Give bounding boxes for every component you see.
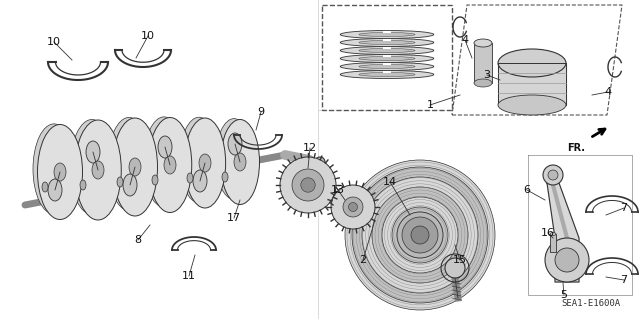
Text: 15: 15: [453, 255, 467, 265]
Ellipse shape: [359, 64, 415, 69]
Ellipse shape: [164, 156, 176, 174]
Ellipse shape: [359, 33, 415, 36]
Ellipse shape: [86, 141, 100, 163]
Ellipse shape: [80, 180, 86, 190]
Ellipse shape: [340, 63, 434, 70]
Text: 5: 5: [561, 290, 568, 300]
Text: 12: 12: [303, 143, 317, 153]
Ellipse shape: [184, 118, 226, 208]
Circle shape: [345, 160, 495, 310]
Text: 4: 4: [604, 87, 612, 97]
Ellipse shape: [359, 48, 415, 53]
Ellipse shape: [158, 136, 172, 158]
Ellipse shape: [108, 117, 150, 211]
Circle shape: [280, 157, 336, 213]
Circle shape: [382, 197, 458, 273]
Text: 7: 7: [620, 203, 628, 213]
Ellipse shape: [123, 174, 137, 196]
Text: 1: 1: [426, 100, 433, 110]
Ellipse shape: [359, 72, 415, 77]
Circle shape: [392, 207, 448, 263]
Circle shape: [548, 170, 558, 180]
Ellipse shape: [474, 39, 492, 47]
Circle shape: [402, 217, 438, 253]
Circle shape: [397, 212, 443, 258]
Ellipse shape: [187, 173, 193, 183]
Ellipse shape: [550, 233, 556, 235]
Text: 10: 10: [141, 31, 155, 41]
Ellipse shape: [221, 120, 259, 204]
Text: FR.: FR.: [567, 143, 585, 153]
Ellipse shape: [340, 47, 434, 55]
Polygon shape: [547, 183, 579, 282]
Text: 7: 7: [620, 275, 628, 285]
Text: 10: 10: [47, 37, 61, 47]
Ellipse shape: [359, 56, 415, 61]
Circle shape: [411, 226, 429, 244]
Circle shape: [555, 248, 579, 272]
Ellipse shape: [234, 153, 246, 171]
Text: 3: 3: [483, 70, 490, 80]
Circle shape: [292, 169, 324, 201]
Ellipse shape: [193, 170, 207, 192]
Ellipse shape: [33, 124, 75, 214]
Circle shape: [362, 177, 478, 293]
Ellipse shape: [75, 120, 121, 220]
Bar: [550, 234, 556, 252]
Ellipse shape: [340, 39, 434, 47]
Circle shape: [545, 238, 589, 282]
Circle shape: [543, 165, 563, 185]
Ellipse shape: [48, 179, 62, 201]
Ellipse shape: [38, 124, 83, 219]
Circle shape: [349, 203, 358, 211]
Text: 4: 4: [461, 35, 468, 45]
Ellipse shape: [340, 55, 434, 63]
Circle shape: [301, 178, 316, 192]
Text: 17: 17: [227, 213, 241, 223]
Ellipse shape: [498, 95, 566, 115]
Text: SEA1-E1600A: SEA1-E1600A: [561, 299, 620, 308]
Ellipse shape: [498, 49, 566, 77]
Ellipse shape: [152, 175, 158, 185]
Ellipse shape: [117, 177, 123, 187]
Ellipse shape: [54, 163, 66, 181]
Text: 6: 6: [524, 185, 531, 195]
Text: 16: 16: [541, 228, 555, 238]
Ellipse shape: [148, 117, 192, 212]
Text: 8: 8: [134, 235, 141, 245]
Circle shape: [343, 197, 363, 217]
Circle shape: [352, 167, 488, 303]
Circle shape: [331, 185, 375, 229]
Circle shape: [315, 157, 325, 167]
Ellipse shape: [129, 158, 141, 176]
Circle shape: [402, 217, 438, 253]
Circle shape: [445, 258, 465, 278]
Text: 13: 13: [331, 185, 345, 195]
Ellipse shape: [216, 119, 252, 199]
Ellipse shape: [222, 172, 228, 182]
Text: 14: 14: [383, 177, 397, 187]
Bar: [322, 5, 452, 110]
Ellipse shape: [70, 120, 114, 214]
Ellipse shape: [340, 31, 434, 39]
Bar: [474, 43, 492, 83]
Ellipse shape: [199, 154, 211, 172]
Ellipse shape: [228, 133, 242, 155]
Ellipse shape: [340, 70, 434, 78]
Ellipse shape: [92, 161, 104, 179]
Text: 2: 2: [360, 255, 367, 265]
Circle shape: [372, 187, 468, 283]
Polygon shape: [498, 63, 566, 105]
Ellipse shape: [144, 117, 184, 207]
Ellipse shape: [42, 182, 48, 192]
Ellipse shape: [180, 117, 218, 203]
Ellipse shape: [474, 79, 492, 87]
Ellipse shape: [113, 118, 157, 216]
Ellipse shape: [359, 41, 415, 44]
Text: 11: 11: [182, 271, 196, 281]
Text: 9: 9: [257, 107, 264, 117]
